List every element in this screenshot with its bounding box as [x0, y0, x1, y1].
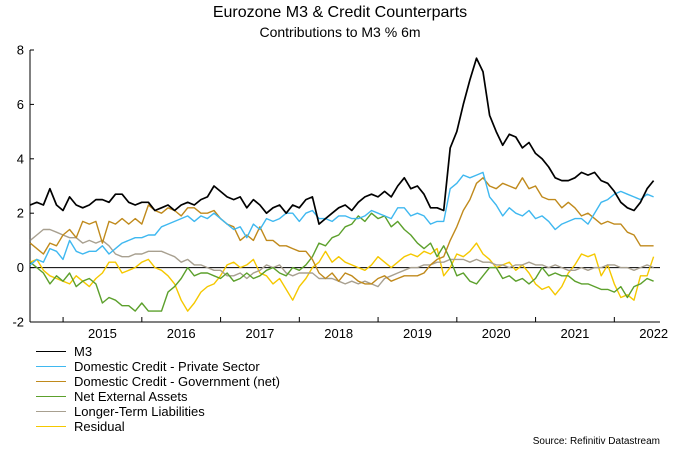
- legend-label: Domestic Credit - Private Sector: [74, 359, 260, 374]
- series-line-5: [29, 242, 655, 312]
- series-line-4: [29, 228, 654, 288]
- x-tick-label: 2020: [482, 326, 511, 341]
- legend-item-m3: M3: [36, 344, 280, 359]
- chart-subtitle: Contributions to M3 % 6m: [259, 24, 421, 40]
- y-tick-label: 2: [17, 206, 24, 221]
- x-tick-label: 2021: [560, 326, 589, 341]
- legend-item-net-external-assets: Net External Assets: [36, 389, 280, 404]
- series-line-2: [29, 177, 654, 285]
- axes: -2 0 2 4 6 8 2015 2016 2017 2018 2019 2020 2021 2022: [12, 43, 668, 342]
- series-line-1: [29, 171, 654, 266]
- legend-label: Net External Assets: [74, 389, 188, 404]
- series-lines: [29, 57, 655, 312]
- x-tick-label: 2019: [403, 326, 432, 341]
- legend-item-government-credit: Domestic Credit - Government (net): [36, 374, 280, 389]
- legend-swatch: [36, 426, 66, 427]
- legend-item-longer-term-liabilities: Longer-Term Liabilities: [36, 404, 280, 419]
- x-tick-label: 2022: [639, 326, 668, 341]
- legend-item-residual: Residual: [36, 419, 280, 434]
- legend-swatch: [36, 381, 66, 382]
- legend-label: Residual: [74, 419, 125, 434]
- y-tick-label: 4: [17, 151, 24, 166]
- y-tick-label: 0: [17, 260, 24, 275]
- legend-label: M3: [74, 344, 93, 359]
- x-tick-label: 2018: [324, 326, 353, 341]
- y-tick-label: -2: [12, 315, 24, 330]
- series-line-3: [29, 212, 654, 312]
- source-note: Source: Refinitiv Datastream: [532, 436, 660, 447]
- legend-swatch: [36, 396, 66, 397]
- x-tick-label: 2016: [167, 326, 196, 341]
- y-tick-label: 8: [17, 43, 24, 58]
- legend-swatch: [36, 411, 66, 412]
- legend-label: Longer-Term Liabilities: [74, 404, 205, 419]
- legend-item-private-credit: Domestic Credit - Private Sector: [36, 359, 280, 374]
- legend-swatch: [36, 351, 66, 352]
- x-tick-label: 2015: [88, 326, 117, 341]
- x-tick-label: 2017: [245, 326, 274, 341]
- legend: M3 Domestic Credit - Private Sector Dome…: [36, 344, 280, 434]
- series-line-0: [29, 57, 655, 225]
- chart-title: Eurozone M3 & Credit Counterparts: [212, 4, 468, 21]
- legend-swatch: [36, 366, 66, 367]
- y-tick-label: 6: [17, 97, 24, 112]
- legend-label: Domestic Credit - Government (net): [74, 374, 280, 389]
